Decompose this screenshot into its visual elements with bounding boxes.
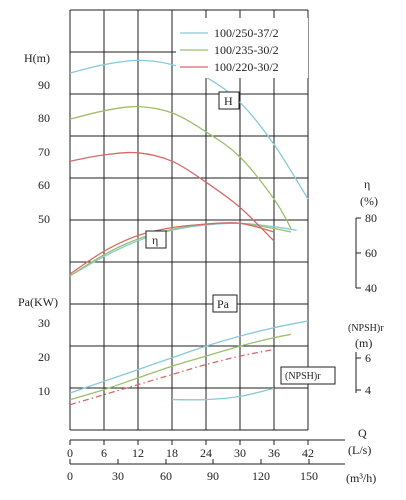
npsh-tick-6: 6 [365,351,371,365]
curve-pa-series-3 [69,348,275,406]
svg-text:η: η [152,233,158,247]
q-axis-title: Q [358,426,367,440]
q-m3h-tick-0: 0 [67,469,73,483]
svg-text:H: H [224,94,233,108]
q-ls-tick-0: 0 [67,446,73,460]
svg-text:Pa: Pa [217,297,230,311]
curve-eta-series-3 [69,222,275,275]
curve-pa-series-2 [69,333,292,401]
pa-axis-title: Pa(KW) [18,295,58,309]
eta-axis [355,217,361,289]
curve-label-pa: Pa [212,294,238,313]
q-m3h-axis [69,459,345,465]
curve-npsh-series-1 [171,387,275,401]
h-tick-70: 70 [38,145,50,159]
pa-tick-10: 10 [38,384,50,398]
q-ls-tick-36: 36 [268,446,280,460]
eta-axis-title: η [364,177,370,191]
curve-eta-series-1 [69,222,297,277]
h-tick-50: 50 [38,212,50,226]
h-tick-60: 60 [38,178,50,192]
h-tick-80: 80 [38,111,50,125]
q-ls-tick-42: 42 [302,446,314,460]
q-m3h-tick-120: 120 [252,469,270,483]
pa-tick-20: 20 [38,350,50,364]
q-m3h-tick-90: 90 [207,469,219,483]
curves [69,59,309,406]
legend-label-2: 100/235-30/2 [214,43,279,57]
curve-h-series-3 [69,151,275,242]
q-ls-unit: (L/s) [348,443,371,457]
npsh-axis-unit: (m) [355,336,372,350]
eta-tick-80: 80 [365,211,377,225]
q-m3h-unit: (m³/h) [346,471,376,485]
eta-tick-60: 60 [365,246,377,260]
eta-axis-unit: (%) [360,194,378,208]
h-axis-title: H(m) [24,51,50,65]
q-ls-tick-6: 6 [101,446,107,460]
legend: 100/250-37/2 100/235-30/2 100/220-30/2 [176,18,308,78]
q-ls-tick-12: 12 [132,446,144,460]
grid [69,9,309,431]
npsh-axis [355,352,361,393]
q-ls-tick-24: 24 [200,446,212,460]
npsh-tick-4: 4 [365,383,371,397]
legend-label-3: 100/220-30/2 [214,60,279,74]
npsh-axis-title: (NPSH)r [348,323,384,334]
curve-eta-series-2 [69,222,292,277]
legend-label-1: 100/250-37/2 [214,26,279,40]
q-ls-tick-30: 30 [234,446,246,460]
h-tick-90: 90 [38,78,50,92]
q-m3h-tick-150: 150 [300,469,318,483]
q-m3h-tick-60: 60 [160,469,172,483]
curve-label-npsh: (NPSH)r [280,366,336,385]
curve-pa-series-1 [69,320,309,394]
svg-text:(NPSH)r: (NPSH)r [285,371,321,382]
curve-h-series-2 [69,105,292,229]
pa-tick-30: 30 [38,316,50,330]
curve-label-h: H [218,91,240,110]
eta-tick-40: 40 [365,281,377,295]
q-m3h-tick-30: 30 [112,469,124,483]
curve-label-eta: η [145,230,167,249]
q-ls-axis [69,439,345,445]
q-ls-tick-18: 18 [166,446,178,460]
